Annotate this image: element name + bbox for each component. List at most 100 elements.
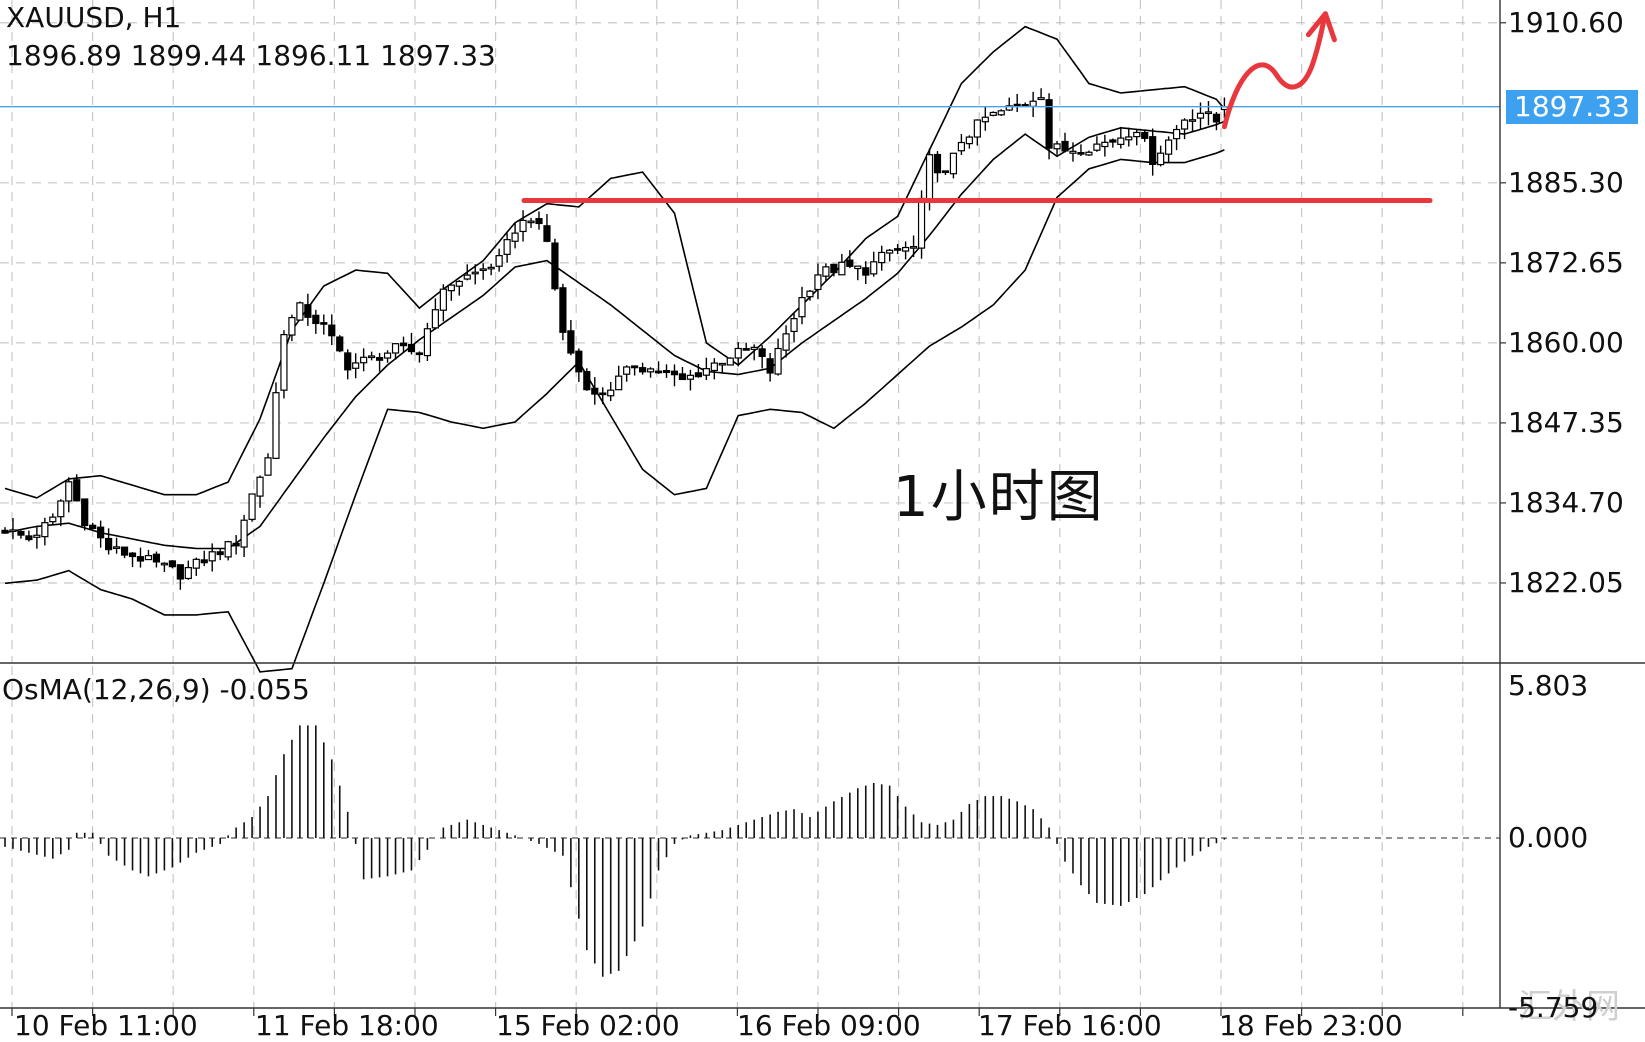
candle-body-up: [782, 333, 790, 351]
candle-body-up: [511, 232, 519, 242]
candle-body-up: [296, 302, 304, 321]
candle-body-down: [742, 348, 750, 351]
candle-body-up: [1165, 139, 1173, 155]
candle-body-up: [909, 246, 918, 249]
candle-body-down: [415, 352, 424, 356]
candle-body-up: [352, 362, 360, 369]
candle-body-up: [272, 392, 280, 459]
candle-body-down: [1, 529, 9, 534]
candle-body-up: [1157, 152, 1165, 166]
osma-tick-label: 0.000: [1508, 821, 1589, 854]
candle-body-down: [336, 336, 344, 352]
price-tick-label: 1872.65: [1508, 245, 1624, 279]
candle-body-down: [128, 552, 137, 558]
candle-body-down: [599, 392, 607, 396]
candle-body-up: [623, 366, 631, 375]
candle-body-down: [232, 542, 240, 547]
candle-body-down: [97, 526, 105, 539]
bollinger-bands: [4, 25, 1226, 673]
candle-body-up: [9, 529, 17, 533]
symbol-timeframe: XAUUSD, H1: [6, 1, 182, 34]
candle-body-up: [1005, 105, 1013, 111]
candle-body-up: [822, 266, 830, 277]
candle-body-up: [965, 136, 973, 145]
time-tick-label: 11 Feb 18:00: [255, 1009, 439, 1042]
candle-body-down: [344, 352, 352, 371]
candle-body-down: [168, 560, 176, 568]
candle-body-down: [216, 551, 224, 556]
candle-body-up: [806, 290, 814, 298]
candle-body-down: [575, 350, 583, 373]
candle-body-up: [423, 328, 432, 357]
candle-body-up: [360, 356, 368, 364]
candle-body-up: [1037, 97, 1045, 101]
candle-body-down: [399, 342, 408, 347]
candle-body-down: [694, 372, 702, 378]
candle-body-up: [1180, 119, 1189, 130]
candle-body-down: [1077, 152, 1085, 155]
candle-body-up: [1196, 112, 1205, 119]
candle-body-down: [73, 479, 81, 502]
candle-body-down: [631, 365, 639, 369]
candle-body-down: [1021, 104, 1029, 107]
candle-body-up: [686, 374, 695, 380]
candle-body-up: [917, 197, 926, 249]
candle-body-down: [105, 537, 113, 551]
candle-body-up: [240, 519, 248, 548]
candle-body-down: [176, 564, 184, 580]
candle-body-up: [471, 271, 479, 275]
osma-tick-label: 5.803: [1508, 669, 1589, 702]
candle-body-up: [248, 493, 256, 520]
osma-label: OsMA(12,26,9) -0.055: [2, 673, 310, 706]
chart-frame: [0, 0, 1645, 1016]
candle-body-up: [870, 261, 878, 275]
time-tick-label: 15 Feb 02:00: [496, 1009, 680, 1042]
candle-body-down: [312, 314, 320, 325]
candle-body-down: [551, 242, 559, 290]
candle-body-down: [941, 170, 950, 174]
candle-body-up: [607, 389, 615, 397]
bullish-arrow-head: [1305, 11, 1337, 43]
candle-body-up: [264, 457, 272, 476]
candle-body-up: [1117, 137, 1125, 145]
candle-body-down: [17, 530, 25, 536]
candle-body-down: [583, 371, 591, 391]
bollinger-middle-line: [4, 120, 1225, 550]
candle-body-down: [304, 304, 312, 318]
candlesticks: [1, 88, 1229, 590]
candle-body-up: [503, 239, 511, 255]
candle-body-up: [463, 274, 471, 280]
time-tick-label: 18 Feb 23:00: [1219, 1009, 1403, 1042]
candle-body-up: [838, 261, 846, 276]
candle-body-down: [375, 357, 384, 361]
price-tick-label: 1910.60: [1508, 5, 1624, 39]
candle-body-up: [527, 220, 535, 224]
candle-body-up: [224, 541, 232, 558]
candle-body-up: [1204, 111, 1213, 115]
candle-body-up: [854, 265, 862, 270]
candle-body-up: [790, 318, 798, 333]
candle-body-up: [479, 268, 487, 272]
candle-body-up: [798, 296, 806, 318]
candle-body-up: [989, 111, 997, 116]
osma-tick-label: -5.759: [1508, 991, 1599, 1024]
time-tick-label: 16 Feb 09:00: [737, 1009, 921, 1042]
candle-body-up: [878, 251, 886, 264]
bollinger-upper-line: [4, 25, 1226, 499]
candle-body-down: [862, 267, 870, 276]
price-tick-label: 1885.30: [1508, 165, 1624, 199]
candle-body-up: [431, 309, 439, 329]
candle-body-down: [1149, 136, 1157, 165]
candle-body-up: [49, 516, 57, 523]
candle-body-down: [567, 330, 575, 354]
candle-body-up: [718, 362, 726, 366]
candle-body-down: [654, 370, 663, 374]
candle-body-up: [774, 347, 782, 375]
candle-body-up: [957, 141, 966, 152]
candle-body-up: [734, 347, 742, 359]
candle-body-up: [750, 346, 758, 350]
candle-body-up: [256, 476, 264, 497]
current-price-tag: 1897.33: [1506, 89, 1638, 124]
candle-body-up: [949, 152, 958, 175]
